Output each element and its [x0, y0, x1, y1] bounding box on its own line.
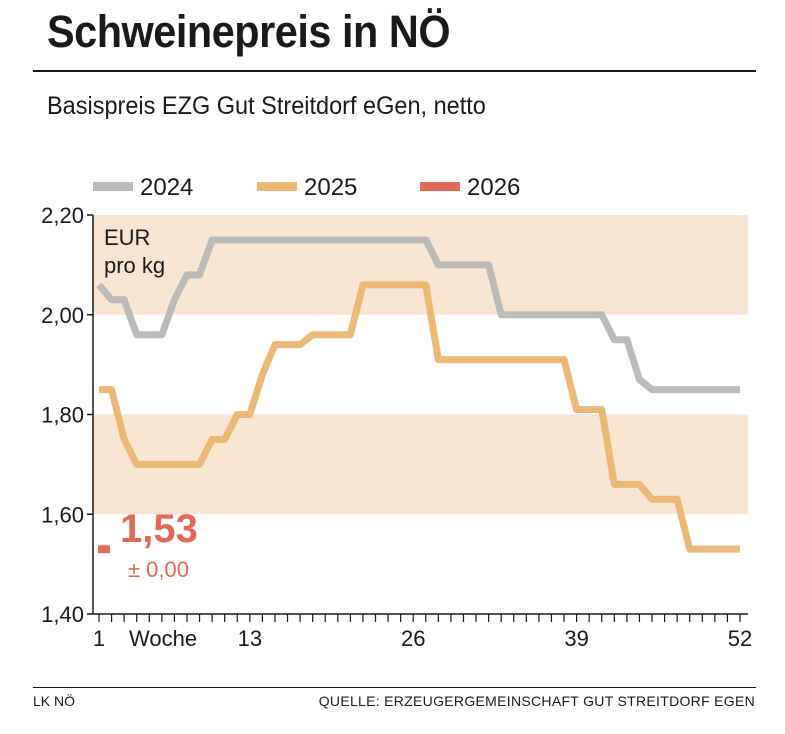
x-tick-label: 1 — [93, 626, 105, 651]
axes: 2,20 2,00 1,80 1,60 1,40 1 13 26 39 52 — [41, 203, 752, 651]
y-tick-label: 2,00 — [41, 303, 84, 328]
x-tick-label: 52 — [728, 626, 752, 651]
price-line-chart: 2,202,001,801,601,401 13 26 39 52 2024 2025 20… — [41, 174, 752, 651]
series-line-2025 — [99, 281, 740, 553]
axis-labels: EUR pro kg Woche — [104, 225, 197, 651]
shaded-band-0 — [93, 215, 748, 315]
price-change-value: ± 0,00 — [128, 557, 189, 582]
legend: 2024 2025 2026 — [93, 174, 520, 201]
x-tick-label: 26 — [401, 626, 425, 651]
legend-swatch-2026 — [420, 182, 460, 191]
series-line-2024 — [96, 236, 740, 394]
shaded-bands — [93, 215, 748, 515]
footer-divider — [33, 687, 756, 688]
y-tick-label: 1,80 — [41, 403, 84, 428]
chart-title: Schweinepreis in NÖ — [47, 6, 451, 57]
y-tick-label: 1,40 — [41, 602, 84, 627]
legend-label-2025: 2025 — [304, 174, 357, 201]
legend-label-2024: 2024 — [140, 174, 193, 201]
current-price-value: 1,53 — [120, 507, 198, 551]
y-tick-label: 2,20 — [41, 203, 84, 228]
unit-label-line-2: pro kg — [104, 253, 165, 278]
legend-swatch-2024 — [93, 182, 133, 191]
current-value-annotation: 1,53 ± 0,00 — [120, 507, 198, 582]
y-tick-label: 1,60 — [41, 502, 84, 527]
title-divider — [33, 70, 756, 72]
x-tick-label: 39 — [564, 626, 588, 651]
footer-publisher: LK NÖ — [33, 693, 76, 709]
x-axis-title: Woche — [129, 626, 197, 651]
series-point-2026 — [98, 545, 110, 554]
chart-subtitle: Basispreis EZG Gut Streitdorf eGen, nett… — [47, 92, 486, 120]
legend-label-2026: 2026 — [467, 174, 520, 201]
unit-label-line-1: EUR — [104, 225, 150, 250]
series-lines — [96, 236, 740, 554]
x-tick-label: 13 — [238, 626, 262, 651]
legend-swatch-2025 — [257, 182, 297, 191]
footer-source: QUELLE: ERZEUGERGEMEINSCHAFT GUT STREITD… — [318, 693, 755, 709]
